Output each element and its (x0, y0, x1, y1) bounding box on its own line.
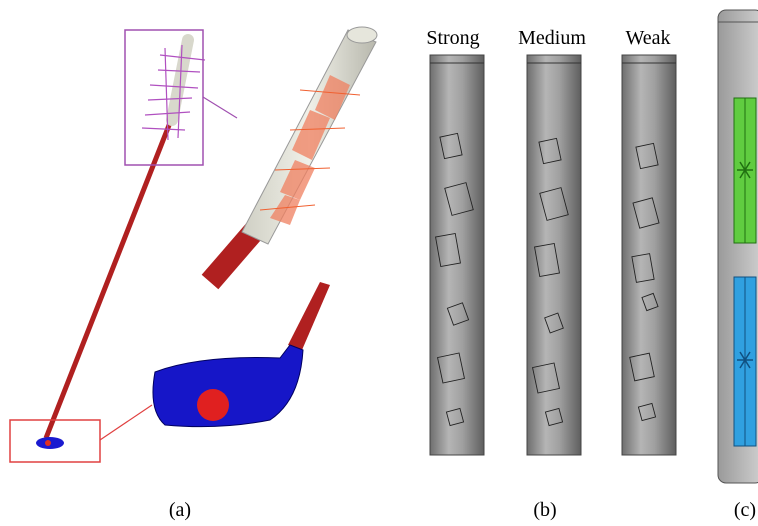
grip-label: Medium (518, 27, 586, 49)
club-head (153, 282, 330, 427)
grip-zoom (210, 27, 377, 282)
grip-label: Strong (426, 27, 479, 49)
grip-label: Weak (625, 27, 670, 49)
panel-label: (c) (734, 499, 756, 521)
grips (430, 55, 676, 455)
figure: Strong Medium Weak (a) (b) (c) (0, 0, 758, 526)
panel-label: (b) (533, 499, 556, 521)
grip-sensors (718, 10, 758, 483)
panel-label: (a) (169, 499, 191, 521)
